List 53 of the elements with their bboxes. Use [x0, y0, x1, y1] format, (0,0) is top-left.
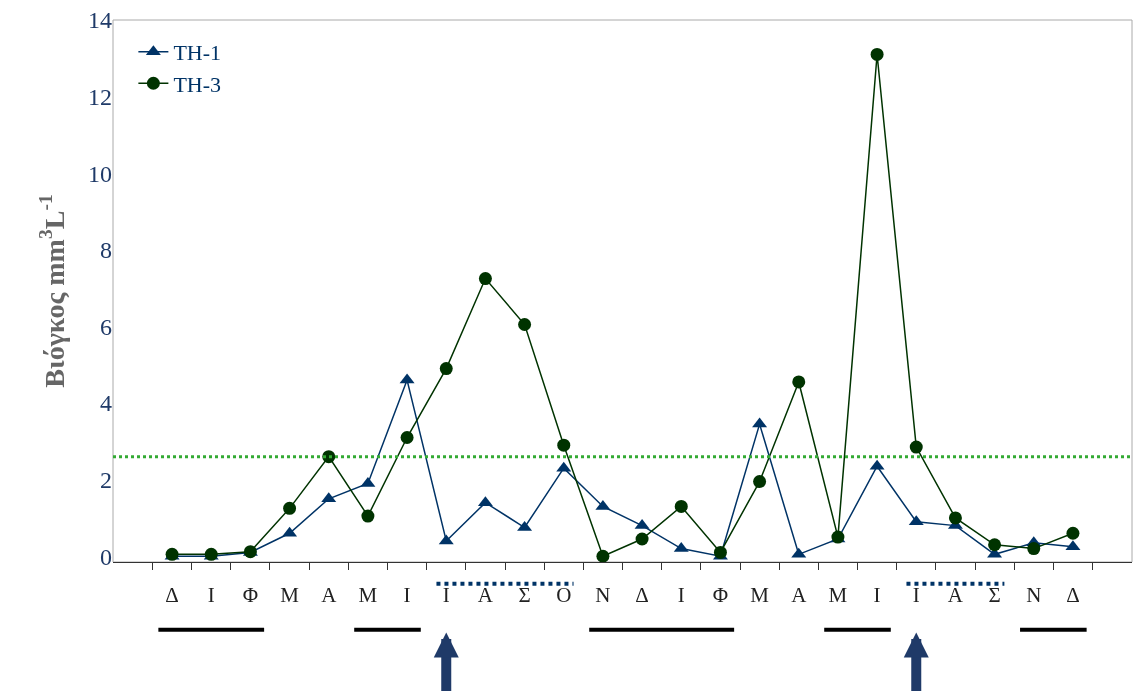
x-tick-label: Ι — [677, 583, 685, 608]
point — [674, 499, 688, 513]
x-tick-label: Δ — [165, 583, 179, 608]
x-tick-label: Α — [477, 583, 494, 608]
x-tick-label: Α — [321, 583, 338, 608]
y-tick-label: 4 — [100, 390, 112, 417]
y-tick-label: 2 — [100, 467, 112, 494]
point — [478, 272, 492, 286]
x-tick-label: Δ — [635, 583, 649, 608]
point — [713, 545, 727, 559]
point — [596, 549, 610, 563]
x-tick-label: Ο — [556, 583, 572, 608]
x-tick-label: Φ — [712, 583, 729, 608]
x-tick-label: Ν — [1026, 583, 1042, 608]
x-tick-label: Μ — [280, 583, 300, 608]
x-tick-label: Μ — [358, 583, 378, 608]
x-tick-label: Μ — [828, 583, 848, 608]
x-tick-label: Ι — [403, 583, 411, 608]
legend-label: TH-1 — [173, 40, 222, 66]
point — [870, 47, 884, 61]
x-tick-label: Α — [947, 583, 964, 608]
point — [361, 509, 375, 523]
x-tick-label: Ι — [912, 583, 920, 608]
point — [1066, 526, 1080, 540]
point — [439, 362, 453, 376]
point — [283, 501, 297, 515]
x-tick-label: Ν — [595, 583, 611, 608]
y-tick-label: 6 — [100, 313, 112, 340]
point — [1027, 542, 1041, 556]
point — [557, 438, 571, 452]
point — [948, 511, 962, 525]
y-tick-label: 10 — [88, 160, 112, 187]
point — [635, 532, 649, 546]
point — [753, 475, 767, 489]
point — [518, 318, 532, 332]
x-tick-label: Σ — [988, 583, 1001, 608]
point — [988, 538, 1002, 552]
x-tick-label: Σ — [518, 583, 531, 608]
x-tick-label: Φ — [242, 583, 259, 608]
x-tick-label: Α — [791, 583, 808, 608]
x-tick-label: Μ — [750, 583, 770, 608]
y-tick-label: 14 — [88, 7, 112, 34]
x-tick-label: Ι — [442, 583, 450, 608]
x-tick-label: Δ — [1066, 583, 1080, 608]
x-tick-label: Ι — [873, 583, 881, 608]
legend-label: TH-3 — [173, 71, 222, 97]
y-tick-label: 8 — [100, 237, 112, 264]
point — [909, 440, 923, 454]
point — [792, 375, 806, 389]
point — [400, 431, 414, 444]
y-tick-label: 0 — [100, 543, 112, 570]
x-tick-label: Ι — [207, 583, 215, 608]
y-tick-label: 12 — [88, 84, 112, 111]
